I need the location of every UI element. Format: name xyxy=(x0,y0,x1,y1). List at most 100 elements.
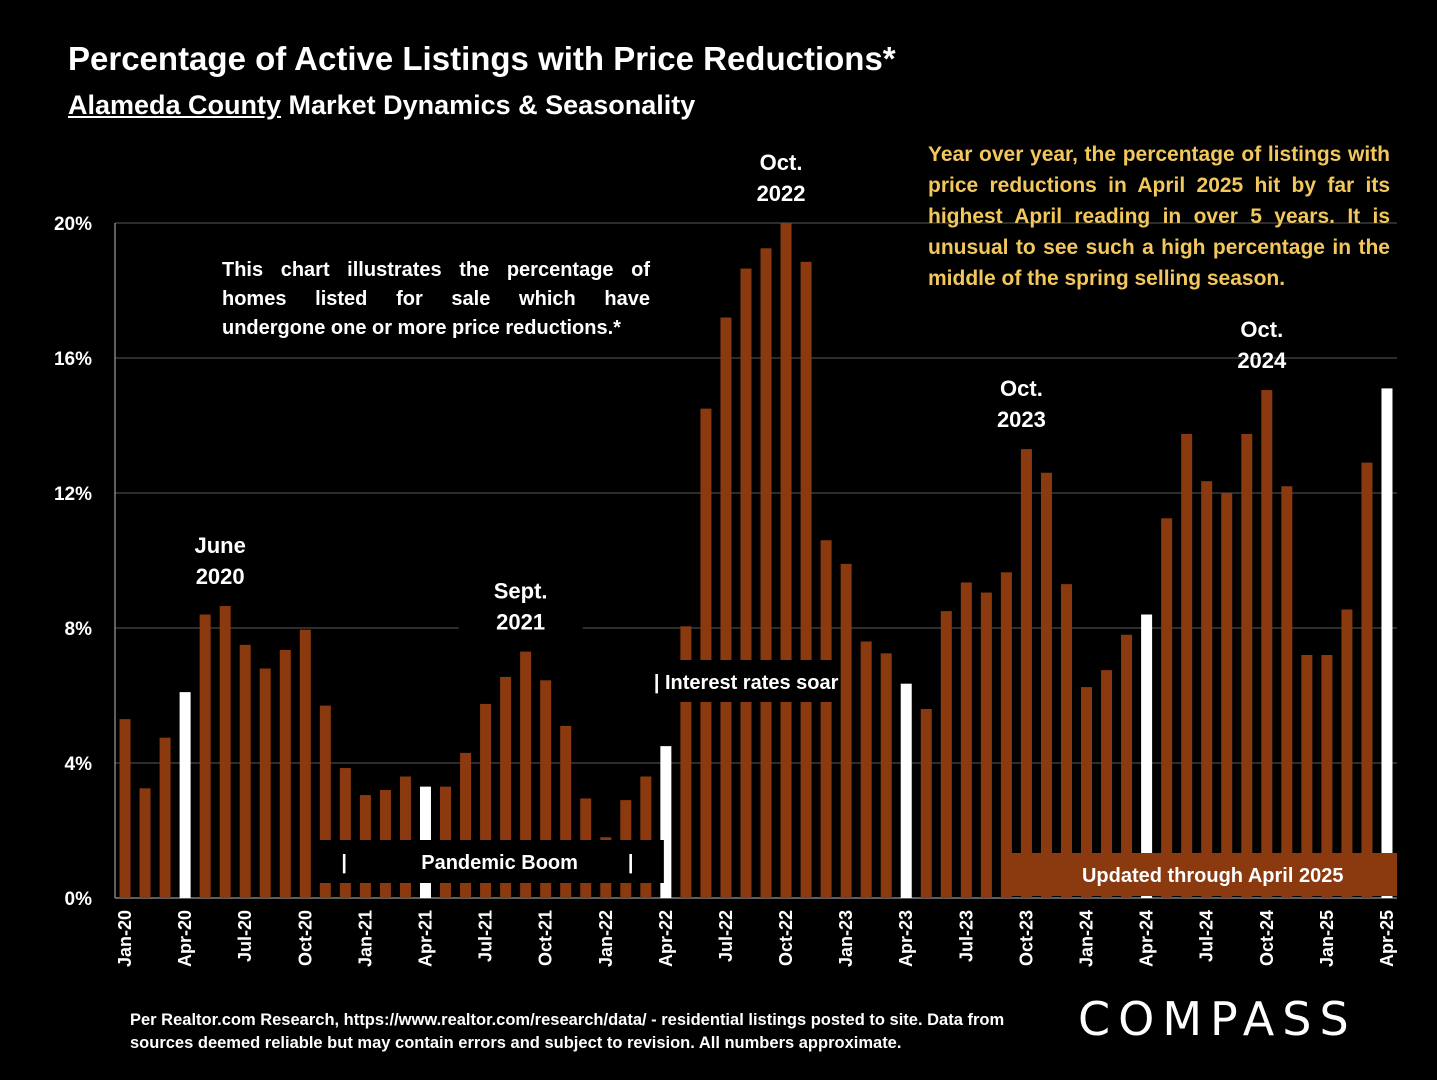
x-tick-label: Apr-20 xyxy=(175,910,195,967)
bar xyxy=(1201,481,1213,898)
chart-title: Percentage of Active Listings with Price… xyxy=(68,40,896,77)
x-tick-label: Jul-21 xyxy=(476,910,496,962)
x-tick-label: Oct-22 xyxy=(776,910,796,966)
x-tick-label: Apr-25 xyxy=(1377,910,1397,967)
year-over-year-note: Year over year, the percentage of listin… xyxy=(928,143,1390,290)
bar xyxy=(1301,655,1313,898)
bar-highlight xyxy=(900,683,912,898)
annotation-bg xyxy=(458,572,583,643)
bar-highlight xyxy=(1381,388,1393,898)
bar xyxy=(680,626,692,898)
bar xyxy=(980,592,992,898)
y-tick-label: 4% xyxy=(65,754,93,775)
bar xyxy=(1101,670,1113,898)
x-tick-label: Jan-22 xyxy=(596,910,616,967)
y-tick-label: 8% xyxy=(65,619,93,640)
pandemic-boom-box xyxy=(311,840,664,883)
chart-explanation-note: This chart illustrates the percentage of… xyxy=(222,256,650,343)
bar xyxy=(159,737,171,898)
bar xyxy=(700,408,712,898)
bar xyxy=(760,248,772,898)
bar xyxy=(920,709,932,898)
bar xyxy=(1341,609,1353,898)
bar xyxy=(399,776,411,898)
note-line-2: homes listed for sale which have xyxy=(222,288,650,310)
bar xyxy=(1020,449,1032,898)
bar xyxy=(139,788,151,898)
y-tick-label: 0% xyxy=(65,889,93,910)
bar xyxy=(1161,518,1173,898)
x-tick-label: Jan-24 xyxy=(1077,910,1097,967)
subtitle-rest: Market Dynamics & Seasonality xyxy=(281,90,696,120)
note-line-3: undergone one or more price reductions.* xyxy=(222,317,621,339)
y-tick-label: 16% xyxy=(54,349,92,370)
peak-annotation: Oct. xyxy=(1000,376,1043,401)
bar xyxy=(780,223,792,898)
bar xyxy=(1321,655,1333,898)
bar xyxy=(1361,462,1373,898)
peak-annotation: 2023 xyxy=(997,407,1046,432)
x-tick-label: Jul-23 xyxy=(956,910,976,962)
bar xyxy=(480,703,492,898)
bar xyxy=(560,725,572,898)
bar xyxy=(1181,433,1193,898)
bar xyxy=(1040,472,1052,898)
bar xyxy=(339,768,351,898)
bar xyxy=(1121,634,1133,898)
x-tick-label: Oct-20 xyxy=(295,910,315,966)
bar xyxy=(1261,390,1273,898)
peak-annotation: 2020 xyxy=(196,564,245,589)
x-tick-label: Apr-22 xyxy=(656,910,676,967)
pandemic-boom-marker: | xyxy=(628,852,634,874)
bar xyxy=(1000,572,1012,898)
bar xyxy=(119,719,131,898)
bar xyxy=(279,649,291,898)
interest-rates-label: | Interest rates soar xyxy=(654,672,839,694)
bar xyxy=(860,641,872,898)
bar xyxy=(1060,584,1072,898)
x-tick-label: Jan-23 xyxy=(836,910,856,967)
peak-annotation: 2022 xyxy=(757,181,806,206)
x-tick-label: Apr-24 xyxy=(1137,910,1157,967)
x-tick-label: Jan-21 xyxy=(355,910,375,967)
pandemic-boom-marker: | xyxy=(341,852,347,874)
peak-annotation: 2024 xyxy=(1237,348,1287,373)
bar xyxy=(540,680,552,898)
bar xyxy=(880,653,892,898)
peak-annotation: Oct. xyxy=(1240,317,1283,342)
chart-subtitle: Alameda County Market Dynamics & Seasona… xyxy=(68,90,695,121)
peak-annotation: June xyxy=(194,533,245,558)
source-note: Per Realtor.com Research, https://www.re… xyxy=(130,1011,1005,1052)
bar xyxy=(219,606,231,898)
x-tick-label: Jan-20 xyxy=(115,910,135,967)
bar xyxy=(520,651,532,898)
bar xyxy=(239,644,251,898)
x-tick-label: Oct-21 xyxy=(536,910,556,966)
bar xyxy=(299,629,311,898)
bar xyxy=(319,705,331,898)
bar xyxy=(720,317,732,898)
x-tick-label: Jan-25 xyxy=(1317,910,1337,967)
bar xyxy=(840,563,852,898)
y-tick-label: 12% xyxy=(54,484,92,505)
pandemic-boom-label: Pandemic Boom xyxy=(421,852,578,874)
x-tick-label: Jul-20 xyxy=(235,910,255,962)
bar xyxy=(199,614,211,898)
y-tick-label: 20% xyxy=(54,214,92,235)
peak-annotation: Sept. xyxy=(494,579,548,604)
updated-through-box xyxy=(1008,853,1397,896)
bar xyxy=(740,268,752,898)
bar xyxy=(1081,687,1093,898)
peak-annotation: Oct. xyxy=(760,150,803,175)
x-tick-label: Apr-21 xyxy=(415,910,435,967)
bar xyxy=(940,611,952,898)
bar xyxy=(1281,486,1293,898)
bar xyxy=(1241,433,1253,898)
bar xyxy=(259,668,271,898)
bar xyxy=(1221,493,1233,898)
bar xyxy=(960,582,972,898)
interest-rates-box xyxy=(647,660,841,702)
x-tick-label: Oct-24 xyxy=(1257,910,1277,966)
bar-highlight xyxy=(660,746,672,898)
